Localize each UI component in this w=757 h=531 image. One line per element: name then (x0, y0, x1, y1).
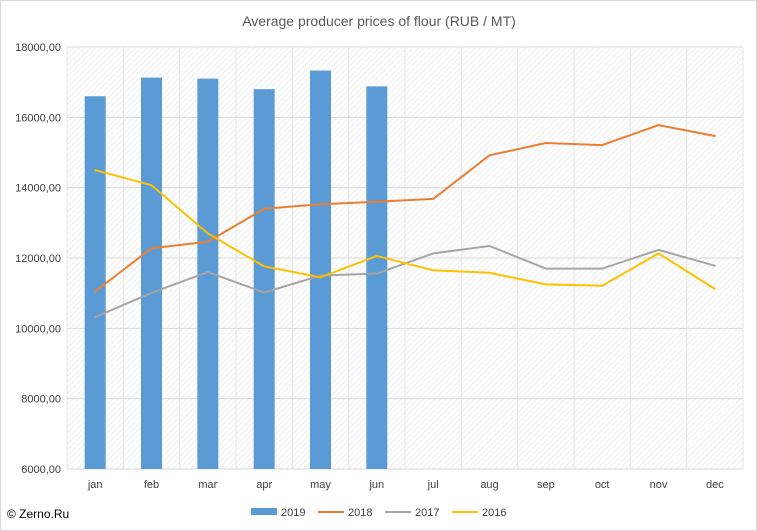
y-axis: 6000,00 8000,00 10000,00 12000,00 14000,00 16… (15, 42, 61, 476)
y-tick-label: 6000,00 (21, 464, 61, 476)
y-tick-label: 16000,00 (15, 112, 61, 124)
y-tick-label: 8000,00 (21, 394, 61, 406)
legend-swatch-2019 (251, 508, 277, 515)
y-tick-label: 18000,00 (15, 42, 61, 54)
x-tick-label: dec (706, 479, 724, 491)
bar-2019-jun (366, 86, 388, 470)
x-axis: jan feb mar apr may jun jul aug sep oct nov dec (87, 479, 724, 491)
watermark: © Zerno.Ru (7, 507, 70, 521)
x-tick-label: oct (595, 479, 610, 491)
x-tick-label: jan (87, 479, 103, 491)
x-tick-label: apr (256, 479, 272, 491)
x-tick-label: jun (368, 479, 384, 491)
line-series (94, 124, 716, 319)
x-tick-label: aug (480, 479, 498, 491)
y-tick-label: 12000,00 (15, 253, 61, 265)
bar-2019-jan (84, 96, 106, 469)
y-tick-label: 10000,00 (15, 323, 61, 335)
bar-2019-apr (253, 89, 275, 469)
y-tick-label: 14000,00 (15, 183, 61, 195)
bar-2019-feb (141, 77, 162, 469)
line-series-2016 (94, 169, 716, 290)
legend: 2019 2018 2017 2016 (251, 507, 506, 519)
x-tick-label: jul (427, 479, 439, 491)
legend-label-2019: 2019 (281, 507, 305, 519)
x-tick-label: nov (650, 479, 668, 491)
legend-label-2018: 2018 (348, 507, 372, 519)
x-tick-label: mar (198, 479, 217, 491)
bar-2019-may (310, 70, 331, 469)
x-tick-label: sep (537, 479, 555, 491)
line-series-2018 (94, 124, 716, 293)
x-tick-label: feb (144, 479, 159, 491)
chart-title: Average producer prices of flour (RUB / … (242, 13, 516, 29)
bar-series (84, 70, 388, 470)
x-tick-label: may (310, 479, 331, 491)
legend-label-2017: 2017 (415, 507, 439, 519)
gridlines (66, 46, 744, 470)
bar-2019-mar (197, 78, 219, 470)
legend-label-2016: 2016 (482, 507, 506, 519)
